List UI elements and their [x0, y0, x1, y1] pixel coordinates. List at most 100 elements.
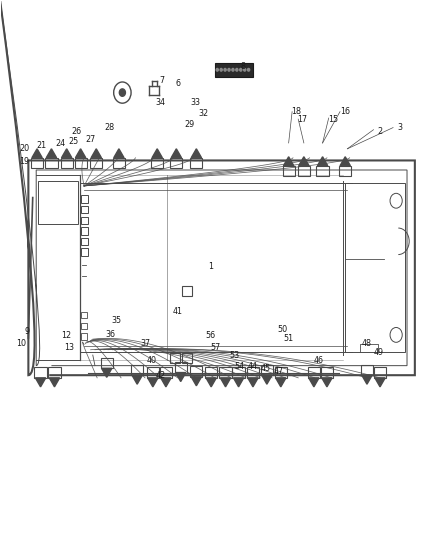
Text: 24: 24 [55, 139, 65, 148]
Polygon shape [148, 378, 158, 387]
Bar [81, 196, 88, 203]
Text: 8: 8 [240, 62, 245, 70]
Bar [147, 367, 159, 378]
Polygon shape [206, 378, 216, 387]
Bar [74, 158, 87, 168]
Circle shape [240, 68, 242, 71]
Bar [81, 227, 88, 235]
Polygon shape [362, 375, 372, 384]
Text: 57: 57 [210, 343, 221, 352]
Polygon shape [233, 378, 244, 387]
Bar [374, 367, 386, 378]
Text: 46: 46 [313, 357, 323, 366]
Text: 6: 6 [175, 79, 180, 88]
Circle shape [228, 68, 230, 71]
Bar [170, 353, 180, 363]
Text: 9: 9 [24, 327, 29, 336]
Bar [101, 358, 113, 368]
Bar [175, 362, 187, 373]
Polygon shape [340, 157, 350, 166]
Text: 56: 56 [205, 331, 215, 340]
Polygon shape [32, 149, 42, 158]
Polygon shape [152, 149, 162, 158]
Text: 25: 25 [68, 138, 78, 147]
Circle shape [236, 68, 238, 71]
Polygon shape [299, 157, 309, 166]
Text: 54: 54 [235, 362, 245, 370]
Bar [321, 367, 333, 378]
Text: 41: 41 [173, 307, 183, 316]
Bar [81, 206, 88, 214]
Text: 1: 1 [208, 262, 213, 271]
Polygon shape [220, 378, 231, 387]
Text: 3: 3 [397, 123, 402, 132]
Polygon shape [261, 375, 272, 384]
Polygon shape [375, 378, 385, 387]
Bar [81, 322, 87, 329]
Bar [308, 367, 320, 378]
Text: 51: 51 [283, 334, 294, 343]
Bar [247, 367, 259, 378]
Polygon shape [35, 378, 46, 387]
Circle shape [119, 89, 125, 96]
Bar [345, 183, 405, 352]
Text: 15: 15 [328, 115, 338, 124]
Bar [81, 248, 88, 256]
Polygon shape [114, 149, 124, 158]
Circle shape [247, 68, 250, 71]
Text: 17: 17 [297, 115, 307, 124]
Polygon shape [46, 149, 57, 158]
Bar [182, 353, 191, 363]
Polygon shape [276, 378, 286, 387]
Polygon shape [283, 157, 294, 166]
Bar [219, 367, 232, 378]
Text: 44: 44 [248, 362, 258, 370]
Bar [81, 238, 88, 245]
Text: 35: 35 [112, 316, 122, 325]
Polygon shape [75, 149, 86, 158]
Polygon shape [309, 378, 319, 387]
Text: 53: 53 [229, 351, 239, 360]
Bar [46, 158, 57, 168]
Bar [215, 63, 253, 77]
Bar [205, 367, 217, 378]
Text: 34: 34 [155, 98, 165, 107]
Bar [339, 166, 351, 176]
Polygon shape [49, 378, 60, 387]
Bar [48, 367, 60, 378]
Circle shape [216, 68, 219, 71]
Circle shape [232, 68, 234, 71]
Bar [151, 158, 163, 168]
Text: 2: 2 [378, 127, 383, 136]
Bar [113, 158, 125, 168]
Text: 36: 36 [105, 330, 115, 339]
Circle shape [224, 68, 226, 71]
Bar [31, 158, 43, 168]
Bar [233, 367, 245, 378]
Polygon shape [322, 378, 332, 387]
Text: 28: 28 [104, 123, 114, 132]
Bar [190, 366, 202, 377]
Text: 42: 42 [155, 370, 165, 379]
Text: 48: 48 [362, 339, 372, 348]
Text: 47: 47 [274, 367, 284, 376]
Text: 21: 21 [36, 141, 46, 150]
Text: 13: 13 [64, 343, 74, 352]
Text: 27: 27 [85, 135, 96, 144]
Text: 18: 18 [291, 107, 301, 116]
Text: 45: 45 [261, 364, 271, 373]
Text: 49: 49 [374, 348, 384, 357]
Polygon shape [191, 149, 201, 158]
Text: 40: 40 [147, 357, 156, 366]
Text: 29: 29 [184, 120, 194, 129]
Text: 32: 32 [199, 109, 209, 118]
Polygon shape [318, 157, 328, 166]
Bar [317, 166, 328, 176]
Bar [361, 365, 373, 375]
Text: 16: 16 [340, 107, 350, 116]
Bar [160, 367, 172, 378]
Polygon shape [61, 149, 72, 158]
Polygon shape [191, 377, 201, 386]
Bar [81, 312, 87, 318]
Text: 37: 37 [140, 339, 150, 348]
